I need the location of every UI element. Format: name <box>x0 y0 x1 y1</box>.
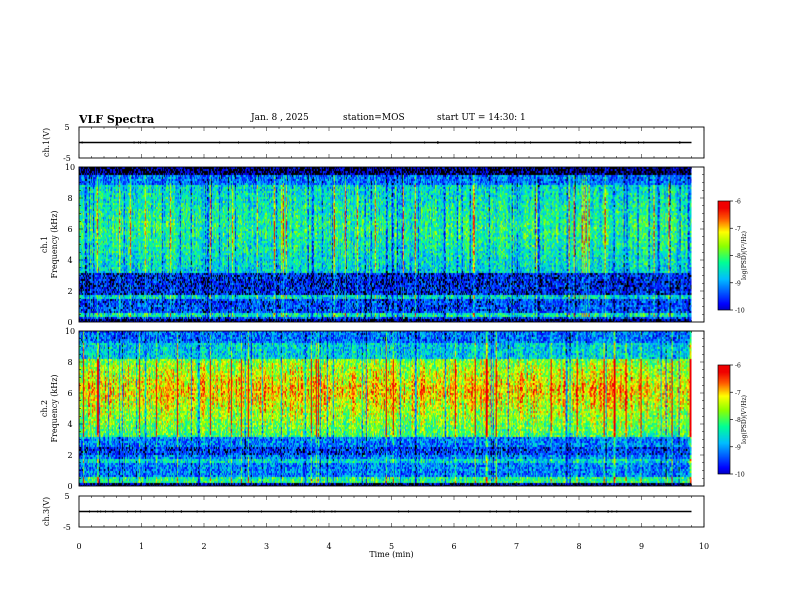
ytick-label-1-0: 5 <box>64 123 69 132</box>
ylabel-ch1-waveform: ch.1(V) <box>42 128 51 157</box>
ytick-label-2-3: 6 <box>67 225 72 234</box>
colorbar-tick-label-3-0: -6 <box>735 363 741 370</box>
spectrogram-ch2 <box>79 331 692 486</box>
spectrogram-ch1 <box>79 167 692 322</box>
ytick-label-3-1: 2 <box>67 451 72 460</box>
ytick-label-3-2: 4 <box>67 420 72 429</box>
ytick-label-3-5: 10 <box>65 327 75 336</box>
ylabel-freq-3: Frequency (kHz) <box>50 374 59 442</box>
colorbar-tick-label-3-2: -8 <box>735 417 741 424</box>
xtick-label-3: 3 <box>264 542 269 551</box>
ylabel-channel-2: ch.1 <box>40 236 49 253</box>
colorbar-label-2: log(PSD)(V²/Hz) <box>741 231 748 280</box>
xtick-label-6: 6 <box>451 542 456 551</box>
ytick-label-3-0: 0 <box>67 482 72 491</box>
colorbar-tick-label-2-0: -6 <box>735 199 741 206</box>
xtick-label-7: 7 <box>514 542 519 551</box>
colorbar-tick-label-2-4: -10 <box>735 308 745 315</box>
colorbar-tick-label-3-1: -7 <box>735 390 741 397</box>
xtick-label-8: 8 <box>576 542 581 551</box>
colorbar-tick-label-3-3: -9 <box>735 444 741 451</box>
ytick-label-1-1: -5 <box>63 154 71 163</box>
colorbar-tick-label-3-4: -10 <box>735 472 745 479</box>
xtick-label-1: 1 <box>139 542 144 551</box>
xtick-label-4: 4 <box>326 542 331 551</box>
ytick-label-2-2: 4 <box>67 256 72 265</box>
figure-title: VLF Spectra <box>79 113 155 126</box>
ylabel-ch3-waveform: ch.3(V) <box>42 497 51 526</box>
colorbar-2 <box>718 201 730 310</box>
ytick-label-4-1: -5 <box>63 523 71 532</box>
header-start-ut: start UT = 14:30: 1 <box>437 113 526 123</box>
ytick-label-2-0: 0 <box>67 318 72 327</box>
ytick-label-4-0: 5 <box>64 492 69 501</box>
colorbar-tick-label-2-3: -9 <box>735 280 741 287</box>
ylabel-channel-3: ch.2 <box>40 400 49 417</box>
ytick-label-2-5: 10 <box>65 163 75 172</box>
ytick-label-3-3: 6 <box>67 389 72 398</box>
xtick-label-2: 2 <box>201 542 206 551</box>
colorbar-label-3: log(PSD)(V²/Hz) <box>741 395 748 444</box>
ytick-label-2-1: 2 <box>67 287 72 296</box>
header-date: Jan. 8 , 2025 <box>251 113 309 123</box>
ytick-label-3-4: 8 <box>67 358 72 367</box>
ylabel-freq-2: Frequency (kHz) <box>50 210 59 278</box>
header-station: station=MOS <box>343 113 405 123</box>
xtick-label-5: 5 <box>389 542 394 551</box>
colorbar-tick-label-2-1: -7 <box>735 226 741 233</box>
xaxis-label: Time (min) <box>369 550 413 559</box>
colorbar-3 <box>718 365 730 474</box>
xtick-label-10: 10 <box>699 542 709 551</box>
ytick-label-2-4: 8 <box>67 194 72 203</box>
xtick-label-0: 0 <box>76 542 81 551</box>
panels-layer: -6 -7 -8 -9 -10 log(PSD)(V²/Hz) -6 -7 -8 -9 -10 log… <box>40 123 748 559</box>
colorbar-tick-label-2-2: -8 <box>735 253 741 260</box>
xtick-label-9: 9 <box>639 542 644 551</box>
